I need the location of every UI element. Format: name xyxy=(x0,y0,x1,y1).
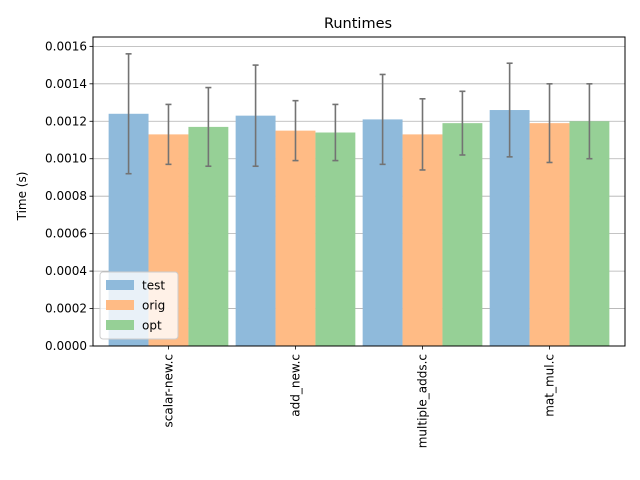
y-axis-label: Time (s) xyxy=(15,172,29,222)
y-tick-label: 0.0014 xyxy=(45,77,87,91)
bar-opt-1 xyxy=(315,132,356,346)
y-axis-ticks: 0.0000 0.0002 0.0004 0.0006 0.0008 0.0010 0.00… xyxy=(45,39,93,353)
y-tick-label: 0.0004 xyxy=(45,264,87,278)
legend-swatch-opt xyxy=(106,320,134,330)
y-tick-label: 0.0002 xyxy=(45,302,87,316)
y-tick-label: 0.0010 xyxy=(45,152,87,166)
bar-opt-2 xyxy=(442,123,483,347)
x-tick-label: scalar-new.c xyxy=(161,354,175,428)
x-tick-label: add_new.c xyxy=(288,354,302,417)
legend-label-opt: opt xyxy=(142,319,162,333)
legend-swatch-orig xyxy=(106,300,134,310)
chart-title: Runtimes xyxy=(324,16,392,32)
y-tick-label: 0.0016 xyxy=(45,39,87,53)
y-tick-label: 0.0012 xyxy=(45,114,87,128)
y-tick-label: 0.0006 xyxy=(45,227,87,241)
y-tick-label: 0.0000 xyxy=(45,339,87,353)
legend-swatch-test xyxy=(106,280,134,290)
x-tick-label: mat_mul.c xyxy=(543,354,557,417)
error-bars xyxy=(125,53,593,175)
x-axis-ticks: scalar-new.c add_new.c multiple_adds.c mat_… xyxy=(161,346,557,448)
legend: test orig opt xyxy=(99,271,179,340)
legend-label-orig: orig xyxy=(142,299,165,313)
bar-orig-1 xyxy=(275,130,316,346)
y-tick-label: 0.0008 xyxy=(45,189,87,203)
legend-label-test: test xyxy=(142,279,165,293)
x-tick-label: multiple_adds.c xyxy=(416,354,430,448)
plot-frame xyxy=(92,36,626,347)
